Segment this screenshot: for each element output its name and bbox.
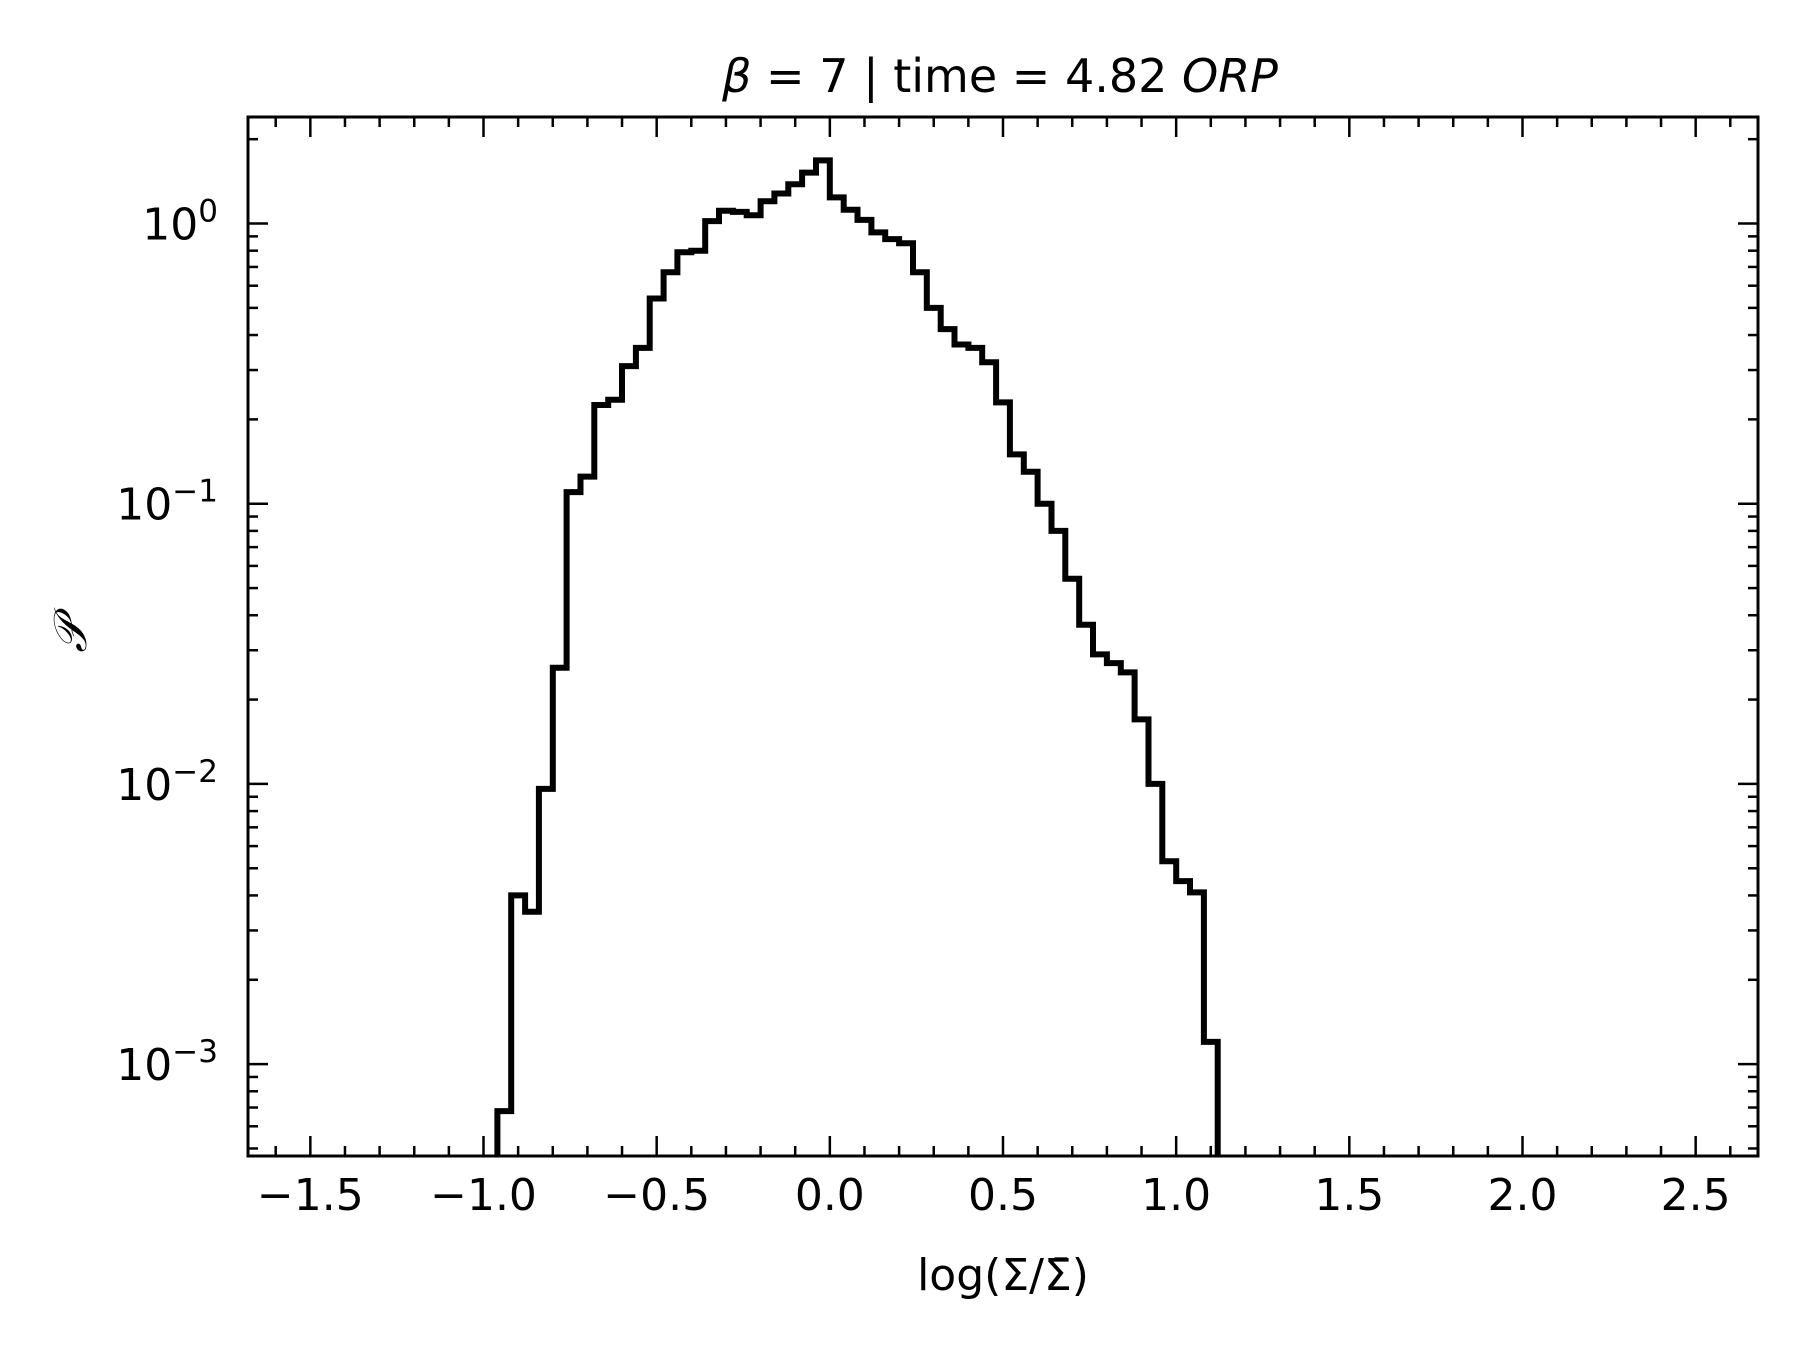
y-tick-label: 100 xyxy=(142,194,218,251)
x-axis-label: log(Σ/Σ̄) xyxy=(917,1250,1089,1301)
title-main-text: = 7 | time = 4.82 xyxy=(751,49,1182,104)
axis-ticks xyxy=(248,117,1758,1156)
y-tick-label: 10−1 xyxy=(116,474,218,531)
x-tick-label: 0.0 xyxy=(795,1170,865,1221)
title-unit: ORP xyxy=(1182,49,1278,103)
x-tick-label: 0.5 xyxy=(968,1170,1038,1221)
plot-frame xyxy=(246,115,1760,1158)
title-beta-symbol: β xyxy=(721,49,751,103)
x-tick-labels: −1.5 −1.0 −0.5 0.0 0.5 1.0 1.5 2.0 2.5 xyxy=(257,1170,1731,1221)
histogram-step-line xyxy=(494,157,1221,1156)
x-tick-label: −0.5 xyxy=(603,1170,710,1221)
y-tick-labels: 100 10−1 10−2 10−3 xyxy=(116,194,218,1092)
y-tick-label: 10−2 xyxy=(116,754,218,811)
chart-title: β = 7 | time = 4.82 ORP xyxy=(721,49,1278,104)
x-tick-label: 1.0 xyxy=(1141,1170,1211,1221)
plot-area xyxy=(494,157,1221,1156)
x-tick-label: 2.0 xyxy=(1488,1170,1558,1221)
x-tick-label: −1.5 xyxy=(257,1170,364,1221)
x-tick-label: 2.5 xyxy=(1661,1170,1731,1221)
y-tick-label: 10−3 xyxy=(116,1034,218,1091)
x-tick-label: 1.5 xyxy=(1314,1170,1384,1221)
x-tick-label: −1.0 xyxy=(430,1170,537,1221)
